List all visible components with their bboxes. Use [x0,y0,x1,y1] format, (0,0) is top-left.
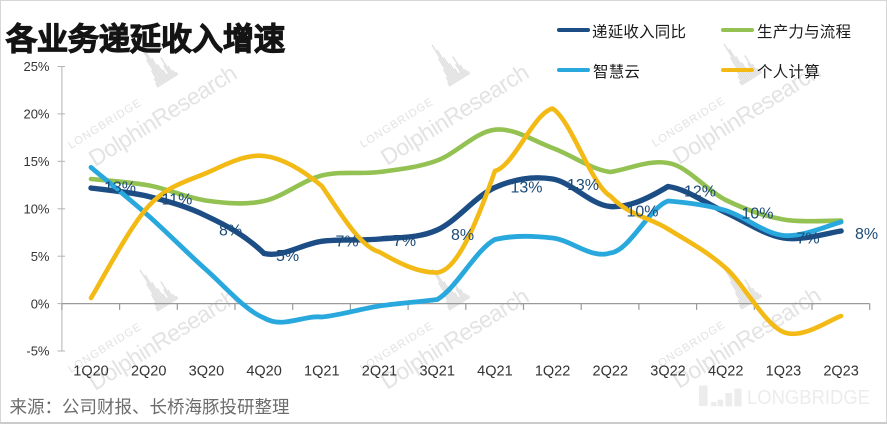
svg-text:-5%: -5% [26,344,50,359]
svg-text:7%: 7% [393,233,416,250]
svg-text:5%: 5% [276,248,299,265]
svg-text:7%: 7% [797,231,820,248]
svg-text:20%: 20% [23,107,49,122]
svg-text:1Q23: 1Q23 [766,363,801,379]
svg-text:8%: 8% [219,222,242,239]
svg-text:4Q22: 4Q22 [708,363,743,379]
svg-text:0%: 0% [31,296,50,311]
svg-text:12%: 12% [684,184,716,201]
svg-text:2Q23: 2Q23 [823,363,858,379]
svg-text:3Q20: 3Q20 [189,363,224,379]
svg-text:1Q22: 1Q22 [535,363,570,379]
svg-text:10%: 10% [23,202,49,217]
svg-text:2Q20: 2Q20 [131,363,166,379]
svg-text:2Q21: 2Q21 [362,363,397,379]
svg-text:25%: 25% [23,59,49,74]
svg-text:10%: 10% [742,206,774,223]
svg-text:15%: 15% [23,154,49,169]
svg-text:2Q22: 2Q22 [593,363,628,379]
svg-text:3Q22: 3Q22 [650,363,685,379]
svg-text:8%: 8% [855,226,878,243]
svg-text:7%: 7% [336,234,359,251]
svg-text:13%: 13% [104,180,136,197]
svg-text:1Q20: 1Q20 [73,363,108,379]
svg-text:13%: 13% [567,177,599,194]
svg-text:4Q21: 4Q21 [477,363,512,379]
svg-text:3Q21: 3Q21 [419,363,454,379]
svg-text:11%: 11% [162,192,193,209]
svg-text:1Q21: 1Q21 [304,363,339,379]
svg-text:5%: 5% [31,249,50,264]
svg-text:10%: 10% [627,204,659,221]
svg-text:8%: 8% [451,227,474,244]
svg-text:4Q20: 4Q20 [246,363,281,379]
svg-text:13%: 13% [511,180,543,197]
